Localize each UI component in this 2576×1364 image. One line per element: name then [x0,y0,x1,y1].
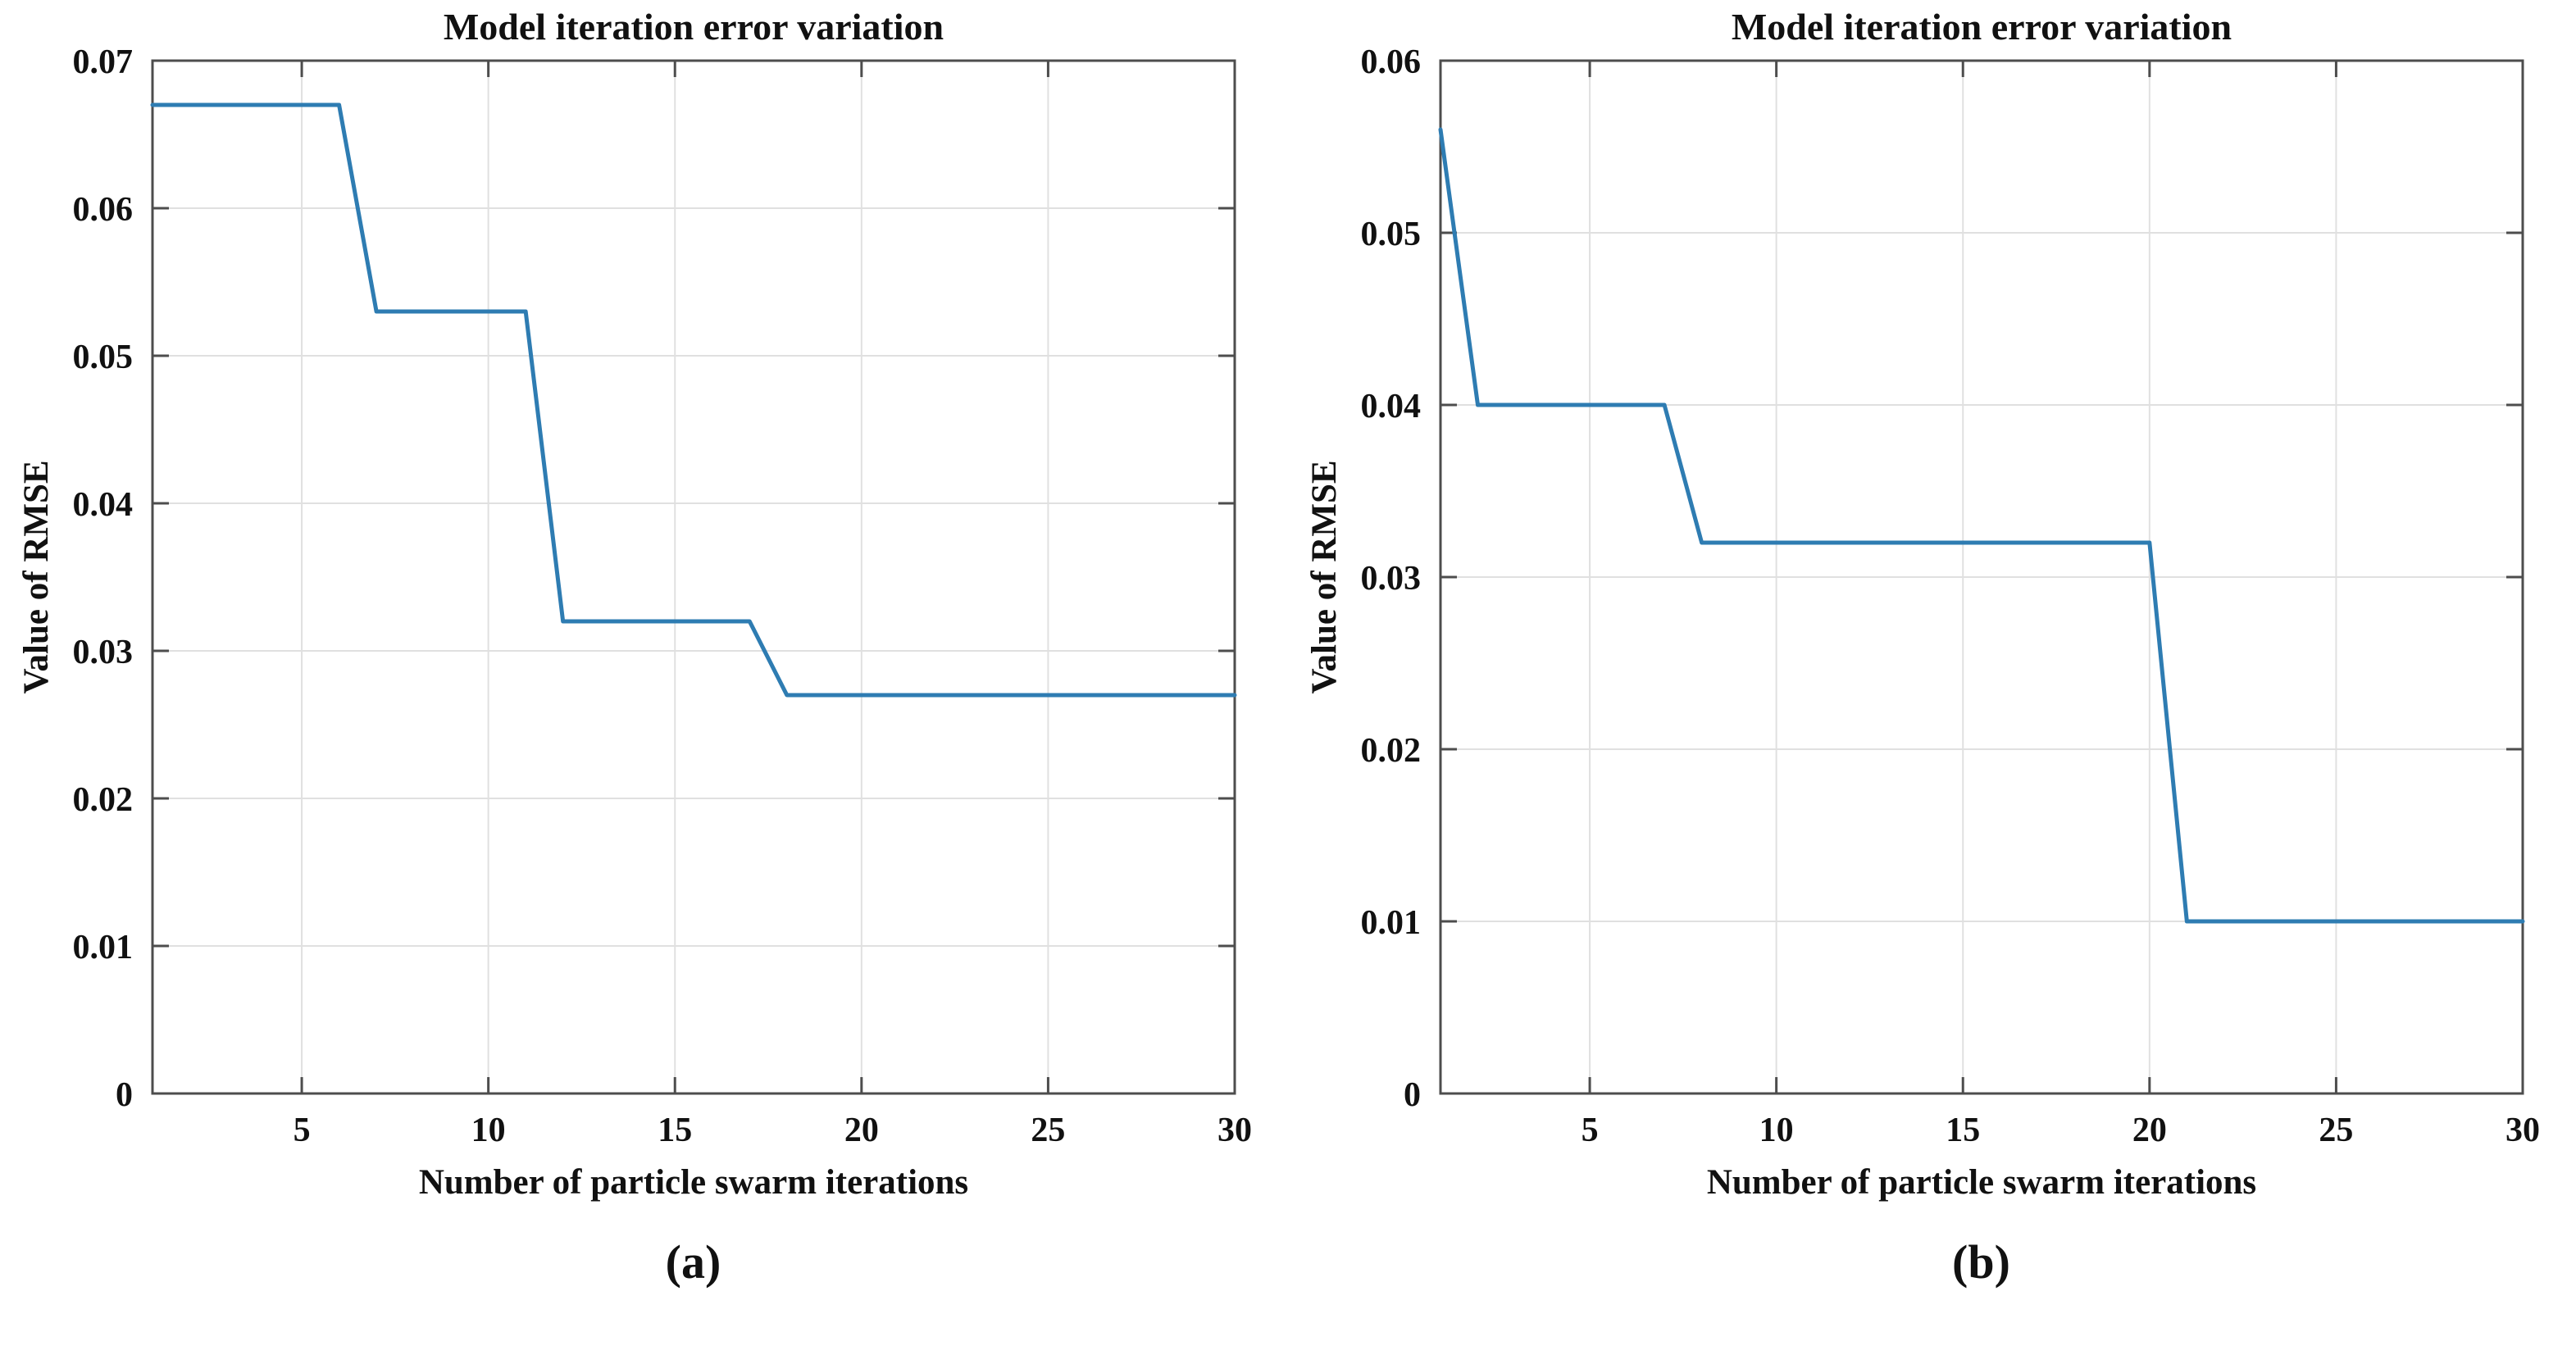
x-tick-label: 5 [1581,1112,1598,1149]
caption-a: (a) [665,1235,721,1289]
y-tick-label: 0.05 [1360,216,1421,253]
y-tick-label: 0 [116,1076,133,1114]
x-axis-label: Number of particle swarm iterations [418,1163,967,1202]
y-tick-label: 0.03 [72,634,133,671]
x-tick-label: 15 [1946,1112,1980,1149]
x-tick-label: 10 [471,1112,505,1149]
chart-title: Model iteration error variation [443,6,943,48]
x-tick-label: 25 [1031,1112,1065,1149]
tick-marks [152,59,1236,1095]
y-tick-label: 0.07 [72,43,133,81]
rmse-line [1438,127,2524,924]
y-axis-label: Value of RMSE [17,460,56,693]
x-tick-label: 20 [2132,1112,2166,1149]
chart-title: Model iteration error variation [1731,6,2231,48]
x-axis-label: Number of particle swarm iterations [1706,1163,2255,1202]
x-tick-label: 30 [1217,1112,1252,1149]
y-tick-label: 0.04 [1360,388,1421,425]
rmse-line [150,102,1236,698]
x-tick-label: 10 [1759,1112,1793,1149]
x-tick-label: 15 [658,1112,692,1149]
y-axis-label: Value of RMSE [1305,460,1344,693]
x-tick-label: 25 [2319,1112,2353,1149]
y-tick-label: 0.01 [1360,904,1421,942]
chart-a: Model iteration error variation Number o… [17,6,1252,1202]
y-tick-label: 0.02 [72,781,133,819]
tick-labels: 5 10 15 20 25 30 0 0.01 0.02 0.03 0.04 0.05 0.06 [1360,43,2540,1149]
panel-b: Model iteration error variation Number o… [1288,3,2576,1289]
y-tick-label: 0.06 [1360,43,1421,81]
caption-b: (b) [1952,1235,2010,1289]
y-tick-label: 0 [1404,1076,1421,1114]
plot-box [151,59,1236,1095]
y-tick-label: 0.03 [1360,560,1421,598]
x-tick-label: 30 [2505,1112,2540,1149]
tick-labels: 5 10 15 20 25 30 0 0.01 0.02 0.03 0.04 0.05 0.06 0.07 [72,43,1252,1149]
panel-a: Model iteration error variation Number o… [0,3,1288,1289]
y-tick-label: 0.05 [72,339,133,376]
y-tick-label: 0.06 [72,191,133,229]
y-tick-label: 0.02 [1360,732,1421,770]
grid [1440,61,2524,1093]
y-tick-label: 0.04 [72,486,133,524]
y-tick-label: 0.01 [72,929,133,966]
x-tick-label: 20 [844,1112,878,1149]
grid [152,61,1236,1093]
x-tick-label: 5 [293,1112,310,1149]
chart-b: Model iteration error variation Number o… [1305,6,2540,1202]
